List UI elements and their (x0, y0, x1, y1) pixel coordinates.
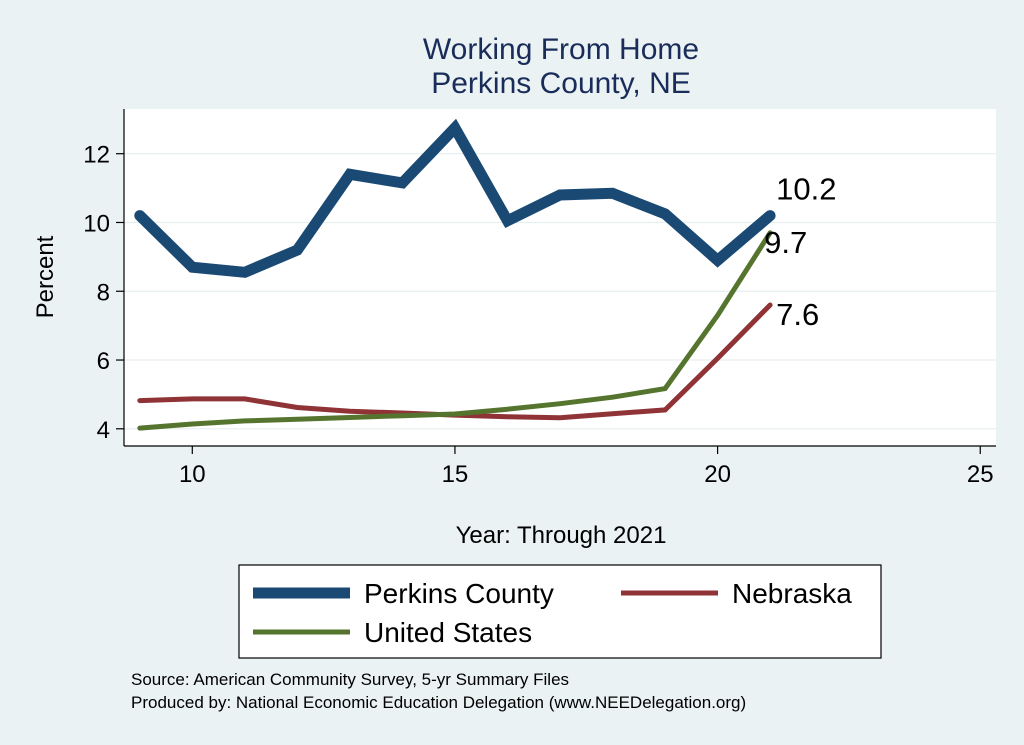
legend-label-nebraska: Nebraska (732, 578, 852, 609)
y-tick-label-4: 4 (97, 417, 110, 444)
x-tick-label-25: 25 (967, 461, 994, 488)
source-note: Source: American Community Survey, 5-yr … (131, 670, 569, 689)
legend-label-perkins-county: Perkins County (364, 578, 554, 609)
axes: 4 6 8 10 12 10 15 20 25 (83, 109, 996, 488)
plot-area (124, 109, 996, 446)
end-label-perkins-county: 10.2 (776, 172, 836, 207)
legend-label-united-states: United States (364, 617, 532, 648)
series-lines (134, 118, 776, 431)
x-tick-label-10: 10 (179, 461, 206, 488)
y-tick-label-6: 6 (97, 348, 110, 375)
series-line-united-states (137, 230, 773, 431)
x-tick-label-15: 15 (442, 461, 469, 488)
y-axis-title: Percent (32, 235, 59, 318)
chart-title-line-2: Perkins County, NE (431, 67, 691, 100)
y-tick-label-12: 12 (83, 142, 110, 169)
legend-box (238, 564, 882, 659)
x-tick-label-20: 20 (704, 461, 731, 488)
series-line-perkins-county (134, 118, 776, 278)
end-label-nebraska: 7.6 (776, 297, 819, 332)
chart-title-line-1: Working From Home (423, 33, 699, 66)
produced-by-note: Produced by: National Economic Education… (131, 693, 746, 712)
y-tick-label-10: 10 (83, 210, 110, 237)
x-axis-title: Year: Through 2021 (456, 522, 667, 549)
gridlines (124, 153, 996, 430)
end-labels: 10.2 7.6 9.7 (764, 172, 836, 332)
y-tick-label-8: 8 (97, 279, 110, 306)
legend: Perkins County Nebraska United States (238, 564, 882, 659)
end-label-united-states: 9.7 (764, 225, 807, 260)
